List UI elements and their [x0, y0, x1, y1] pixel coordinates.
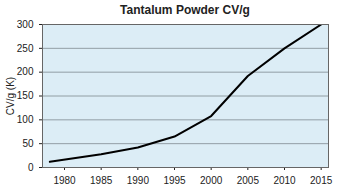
svg-text:1980: 1980	[53, 175, 76, 186]
svg-text:CV/g (K): CV/g (K)	[5, 77, 16, 115]
svg-text:2000: 2000	[200, 175, 223, 186]
svg-text:1995: 1995	[163, 175, 186, 186]
svg-text:2005: 2005	[237, 175, 260, 186]
svg-text:300: 300	[17, 20, 34, 30]
svg-text:100: 100	[17, 114, 34, 125]
svg-text:200: 200	[17, 66, 34, 77]
svg-text:1985: 1985	[90, 175, 113, 186]
svg-text:0: 0	[28, 162, 34, 173]
svg-text:2010: 2010	[273, 175, 296, 186]
svg-text:150: 150	[17, 90, 34, 101]
svg-text:1990: 1990	[127, 175, 150, 186]
svg-text:2015: 2015	[310, 175, 333, 186]
html-text:Tantalum Powder CV/g: Tantalum Powder CV/g	[120, 3, 250, 17]
svg-text:50: 50	[22, 138, 34, 149]
svg-text:250: 250	[17, 43, 34, 54]
